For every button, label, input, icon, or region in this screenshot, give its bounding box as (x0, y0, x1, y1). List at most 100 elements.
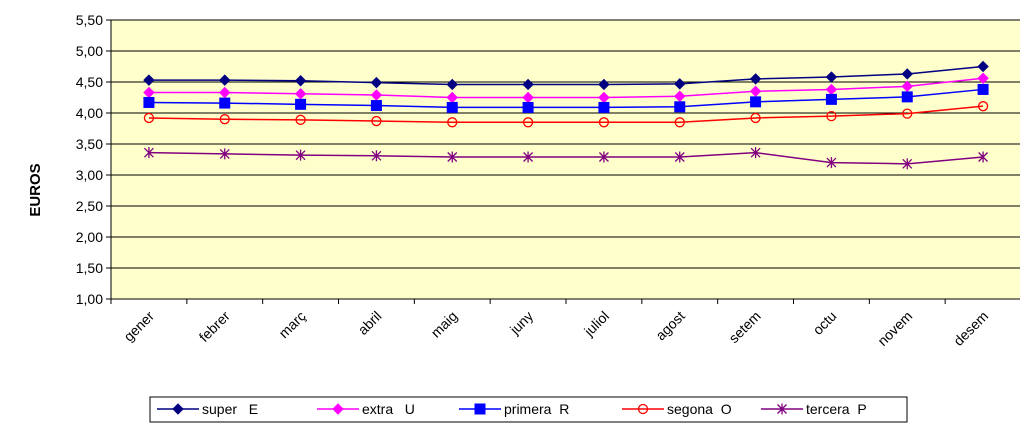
data-point (901, 80, 913, 93)
x-tick-label: setem (725, 308, 763, 346)
x-tick-label: abril (355, 308, 385, 338)
data-point (295, 149, 306, 161)
data-point (674, 101, 686, 113)
x-tick-label: novem (874, 308, 915, 349)
series-line (148, 88, 984, 109)
y-tick-label: 1,50 (76, 260, 103, 276)
data-point (219, 97, 231, 109)
data-point (143, 112, 155, 124)
series-3 (143, 101, 989, 128)
data-point (902, 158, 913, 170)
data-point (598, 117, 610, 128)
legend-label: super E (202, 401, 258, 417)
y-axis-ticks: 1,00 1,50 2,00 2,50 3,00 3,50 4,00 4,50 5,00 5,50 (76, 12, 111, 307)
data-point (901, 68, 913, 80)
gridlines (111, 50, 1020, 269)
legend-marker (332, 403, 344, 415)
series-line (148, 65, 984, 86)
data-point (750, 147, 761, 159)
data-point (750, 112, 761, 124)
data-point (447, 117, 458, 128)
legend: super E extra U primera R segona O tercera P (149, 396, 908, 423)
series-line (148, 105, 984, 124)
data-point (143, 147, 154, 159)
series-2 (143, 83, 989, 113)
data-point (446, 78, 458, 91)
data-point (598, 78, 610, 91)
data-point (826, 110, 837, 122)
legend-marker (637, 403, 649, 415)
y-tick-label: 1,00 (76, 291, 103, 307)
data-point (522, 78, 534, 91)
data-point (749, 85, 762, 98)
x-tick-label: octu (810, 308, 840, 338)
data-point (826, 157, 837, 169)
x-tick-label: març (275, 308, 308, 341)
x-axis-ticks: gener febrer març abril maig juny juliol agost s… (110, 299, 991, 349)
data-point (523, 151, 534, 163)
data-point (294, 88, 307, 100)
data-point (143, 74, 155, 86)
series-0 (143, 60, 989, 91)
y-tick-label: 2,00 (76, 229, 103, 245)
legend-item: segona O (622, 401, 732, 417)
data-point (370, 76, 383, 89)
legend-label: tercera P (806, 401, 867, 417)
legend-marker (474, 403, 486, 415)
data-point (978, 151, 989, 163)
y-tick-label: 5,00 (76, 43, 103, 59)
x-tick-label: maig (428, 308, 461, 341)
legend-marker (777, 403, 787, 415)
data-point (219, 86, 231, 99)
data-point (825, 93, 837, 105)
x-tick-label: agost (652, 308, 688, 344)
series-4 (143, 147, 989, 170)
data-point (371, 115, 382, 127)
data-point (219, 114, 230, 125)
data-point (143, 96, 155, 108)
data-point (370, 89, 383, 101)
data-point (295, 98, 307, 110)
data-point (522, 101, 534, 113)
data-point (977, 83, 989, 95)
data-point (295, 114, 306, 125)
data-point (977, 72, 989, 84)
legend-item: primera R (459, 401, 569, 417)
x-tick-label: juliol (580, 308, 612, 340)
legend-item: tercera P (761, 401, 867, 417)
data-point (447, 151, 458, 163)
y-tick-label: 3,50 (76, 136, 103, 152)
data-point (750, 96, 762, 108)
legend-marker (172, 403, 184, 415)
data-point (598, 151, 609, 163)
data-point (219, 148, 230, 160)
data-point (370, 100, 382, 112)
series-line (148, 77, 984, 99)
data-point (371, 150, 382, 162)
data-point (674, 90, 686, 102)
data-point (902, 108, 913, 119)
data-point (825, 71, 838, 83)
y-axis-label: EUROS (27, 163, 44, 216)
legend-item: extra U (317, 401, 415, 417)
y-tick-label: 3,00 (76, 167, 103, 183)
series-line (148, 151, 984, 165)
y-tick-label: 2,50 (76, 198, 103, 214)
legend-item: super E (157, 401, 258, 417)
x-tick-label: desem (950, 308, 991, 349)
y-tick-label: 4,00 (76, 105, 103, 121)
series-group (143, 60, 989, 170)
data-point (294, 75, 307, 87)
data-point (446, 101, 458, 113)
series-1 (143, 72, 989, 104)
x-tick-label: juny (506, 308, 536, 338)
data-point (749, 73, 762, 85)
data-point (977, 101, 989, 112)
y-tick-label: 4,50 (76, 74, 103, 90)
legend-label: segona O (667, 401, 732, 417)
data-point (674, 78, 686, 90)
legend-label: primera R (504, 401, 569, 417)
x-tick-label: gener (120, 308, 157, 345)
data-point (522, 117, 534, 128)
